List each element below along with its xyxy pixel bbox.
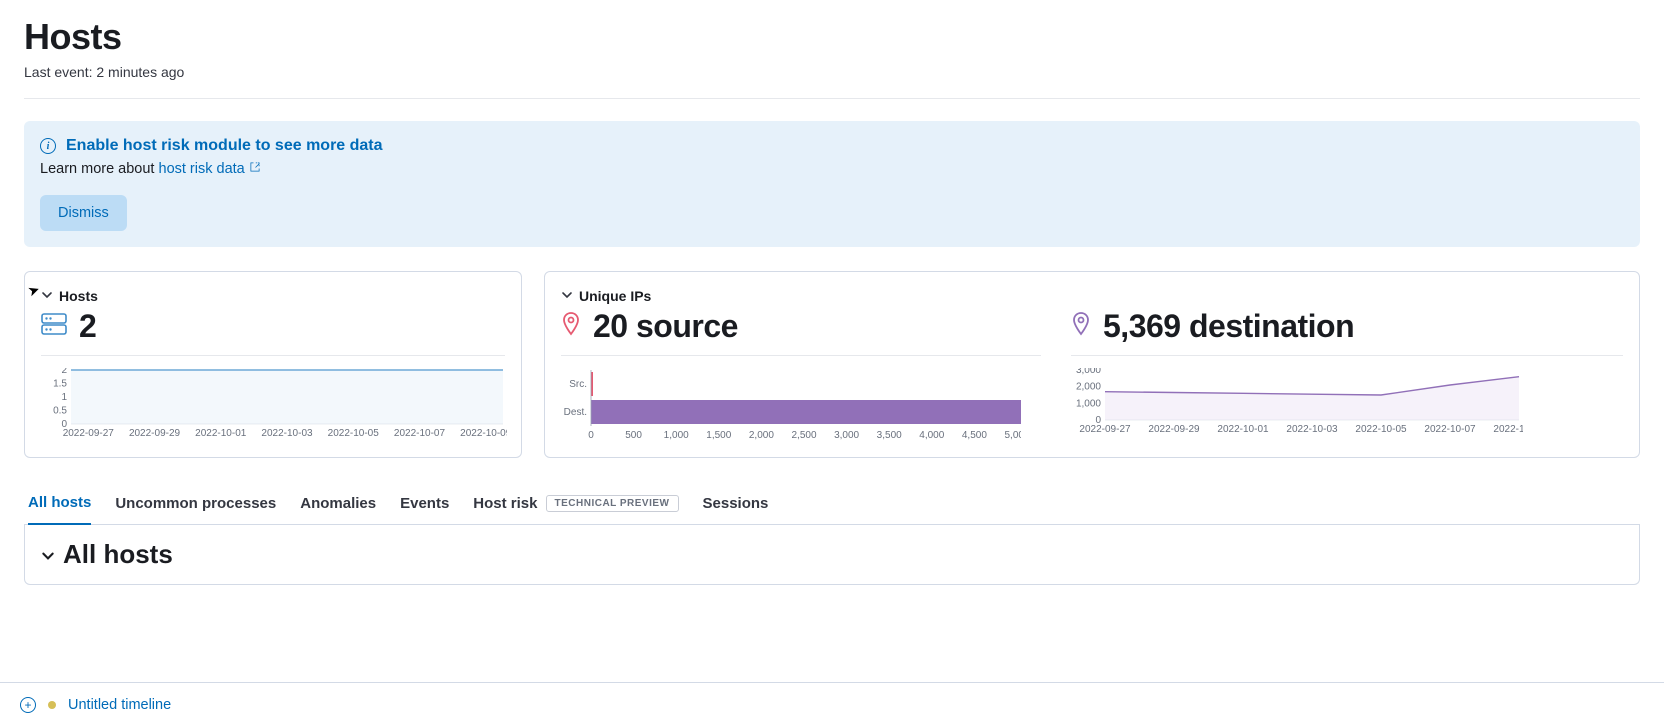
- svg-text:0.5: 0.5: [53, 406, 67, 417]
- technical-preview-badge: TECHNICAL PREVIEW: [546, 495, 679, 512]
- svg-text:2022-10-09: 2022-10-09: [460, 428, 507, 438]
- svg-text:2022-09-27: 2022-09-27: [1079, 424, 1131, 434]
- svg-text:1,000: 1,000: [664, 430, 689, 440]
- ips-left-divider: [561, 355, 1041, 356]
- svg-text:2,500: 2,500: [791, 430, 816, 440]
- ips-panel-toggle[interactable]: Unique IPs: [561, 288, 1623, 304]
- svg-text:2022-10-01: 2022-10-01: [1217, 424, 1269, 434]
- host-risk-data-link[interactable]: host risk data: [159, 161, 261, 177]
- svg-text:3,500: 3,500: [877, 430, 902, 440]
- map-pin-icon: [561, 312, 581, 341]
- svg-text:500: 500: [625, 430, 642, 440]
- svg-text:1,500: 1,500: [706, 430, 731, 440]
- svg-text:1,000: 1,000: [1076, 398, 1101, 409]
- source-ips-value: 20: [593, 308, 628, 344]
- tab-host-risk[interactable]: Host risk TECHNICAL PREVIEW: [473, 487, 678, 524]
- add-timeline-button[interactable]: +: [20, 697, 36, 713]
- svg-text:0: 0: [588, 430, 594, 440]
- tab-label: Events: [400, 495, 449, 512]
- hosts-panel-toggle[interactable]: Hosts: [41, 288, 505, 304]
- destination-ips-value: 5,369: [1103, 308, 1181, 344]
- svg-text:1: 1: [61, 392, 67, 403]
- svg-text:2022-10-03: 2022-10-03: [1286, 424, 1338, 434]
- callout-body: Learn more about host risk data: [40, 161, 1624, 177]
- tab-uncommon-processes[interactable]: Uncommon processes: [115, 487, 276, 524]
- tab-label: Sessions: [703, 495, 769, 512]
- ips-line-chart: 3,0002,0001,00002022-09-272022-09-292022…: [1071, 368, 1623, 439]
- svg-text:2022-10-05: 2022-10-05: [1355, 424, 1407, 434]
- tab-label: Host risk: [473, 495, 537, 512]
- external-link-icon: [249, 161, 261, 177]
- header-divider: [24, 98, 1640, 99]
- ips-panel-title: Unique IPs: [579, 288, 651, 304]
- svg-text:2: 2: [61, 368, 67, 376]
- tab-label: Anomalies: [300, 495, 376, 512]
- source-ips-unit: source: [636, 308, 738, 344]
- all-hosts-section: All hosts: [24, 525, 1640, 585]
- svg-text:2,000: 2,000: [1076, 382, 1101, 393]
- svg-text:1.5: 1.5: [53, 379, 67, 390]
- host-risk-data-link-text: host risk data: [159, 161, 245, 177]
- destination-ips-stat: 5,369 destination: [1103, 308, 1354, 345]
- page-title: Hosts: [24, 16, 1640, 58]
- tab-sessions[interactable]: Sessions: [703, 487, 769, 524]
- chevron-down-icon: [41, 539, 55, 570]
- dismiss-button[interactable]: Dismiss: [40, 195, 127, 231]
- svg-text:5,000: 5,000: [1004, 430, 1021, 440]
- callout-body-prefix: Learn more about: [40, 161, 159, 177]
- all-hosts-title: All hosts: [63, 539, 173, 570]
- unique-ips-panel: Unique IPs 20 source Src.D: [544, 271, 1640, 458]
- svg-text:2022-09-29: 2022-09-29: [1148, 424, 1200, 434]
- svg-text:2022-10-07: 2022-10-07: [394, 428, 446, 438]
- destination-ips-unit: destination: [1189, 308, 1354, 344]
- svg-text:4,500: 4,500: [962, 430, 987, 440]
- server-icon: [41, 313, 67, 340]
- host-risk-callout: i Enable host risk module to see more da…: [24, 121, 1640, 247]
- svg-text:2022-09-27: 2022-09-27: [63, 428, 115, 438]
- svg-text:2,000: 2,000: [749, 430, 774, 440]
- tab-label: Uncommon processes: [115, 495, 276, 512]
- ips-right-divider: [1071, 355, 1623, 356]
- svg-text:4,000: 4,000: [919, 430, 944, 440]
- svg-text:2022-10-03: 2022-10-03: [261, 428, 313, 438]
- tab-label: All hosts: [28, 494, 91, 511]
- tab-all-hosts[interactable]: All hosts: [28, 486, 91, 525]
- callout-title: Enable host risk module to see more data: [66, 137, 383, 155]
- info-icon: i: [40, 138, 56, 154]
- map-pin-icon: [1071, 312, 1091, 341]
- source-ips-stat: 20 source: [593, 308, 738, 345]
- svg-text:3,000: 3,000: [1076, 368, 1101, 376]
- ips-bar-chart: Src. Dest. 0 500 1,000 1,500 2,000 2,500 3,000 3,…: [561, 368, 1041, 445]
- hosts-panel-title: Hosts: [59, 288, 98, 304]
- timeline-status-dot: [48, 701, 56, 709]
- svg-text:3,000: 3,000: [834, 430, 859, 440]
- last-event-text: Last event: 2 minutes ago: [24, 64, 1640, 80]
- chevron-down-icon: [561, 288, 573, 304]
- svg-text:2022-10-07: 2022-10-07: [1424, 424, 1476, 434]
- svg-text:2022-10-09: 2022-10-09: [1493, 424, 1523, 434]
- tab-anomalies[interactable]: Anomalies: [300, 487, 376, 524]
- tab-events[interactable]: Events: [400, 487, 449, 524]
- hosts-panel: Hosts 2 21.510.502022-09-272022-09-29202…: [24, 271, 522, 458]
- tabs: All hosts Uncommon processes Anomalies Even…: [24, 486, 1640, 525]
- hosts-count: 2: [79, 308, 96, 345]
- timeline-footer: + Untitled timeline: [0, 682, 1664, 726]
- timeline-link[interactable]: Untitled timeline: [68, 697, 171, 713]
- hosts-panel-divider: [41, 355, 505, 356]
- svg-text:Dest.: Dest.: [564, 407, 587, 418]
- svg-text:2022-10-01: 2022-10-01: [195, 428, 247, 438]
- svg-text:2022-10-05: 2022-10-05: [328, 428, 380, 438]
- hosts-line-chart: 21.510.502022-09-272022-09-292022-10-012…: [41, 368, 505, 443]
- svg-text:Src.: Src.: [569, 379, 587, 390]
- svg-text:2022-09-29: 2022-09-29: [129, 428, 181, 438]
- chevron-down-icon: [41, 288, 53, 304]
